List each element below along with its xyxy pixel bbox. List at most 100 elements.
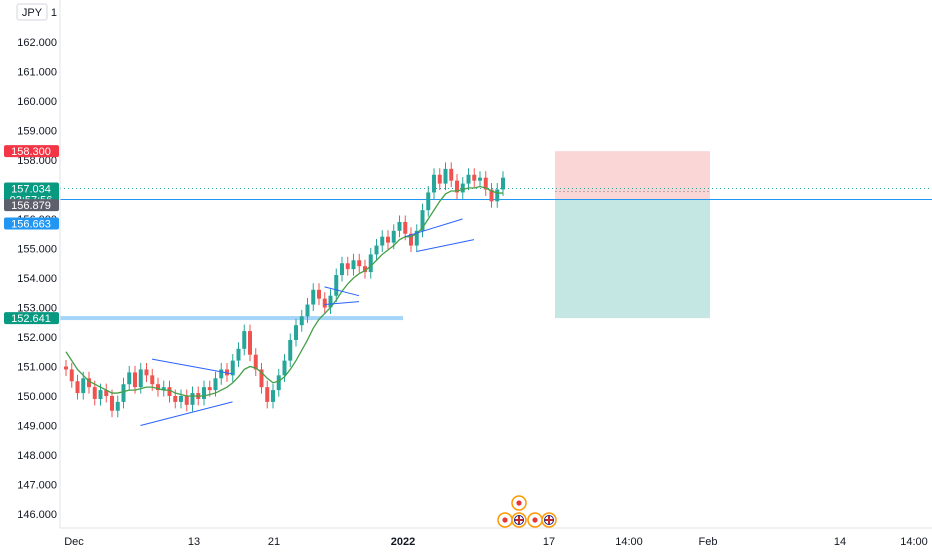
candle-body bbox=[380, 236, 385, 246]
x-tick-label: 14 bbox=[834, 536, 846, 548]
candle-body bbox=[202, 387, 206, 399]
stop-loss-tag-bg bbox=[4, 145, 59, 158]
candle-body bbox=[69, 369, 74, 382]
candle-body bbox=[64, 366, 68, 370]
symbol-label: JPY bbox=[16, 3, 48, 21]
candle-body bbox=[437, 174, 442, 184]
ma-tag-bg bbox=[4, 199, 59, 212]
candle-body bbox=[403, 221, 408, 234]
candle-body bbox=[161, 387, 166, 391]
y-tick-label: 146.000 bbox=[17, 509, 57, 521]
candle-body bbox=[409, 233, 413, 246]
candle-body bbox=[483, 177, 488, 190]
candle-body bbox=[144, 369, 149, 376]
candle-body bbox=[150, 375, 155, 385]
y-tick-label: 155.000 bbox=[17, 244, 57, 256]
x-tick-label: 13 bbox=[188, 536, 200, 548]
candle-body bbox=[420, 210, 425, 231]
y-tick-label: 150.000 bbox=[17, 391, 57, 403]
candle-body bbox=[213, 378, 218, 391]
candle-body bbox=[466, 174, 471, 184]
candle-body bbox=[190, 393, 195, 405]
support-zone-line bbox=[60, 316, 403, 321]
y-tick-label: 149.000 bbox=[17, 421, 57, 433]
moving-average bbox=[65, 185, 503, 397]
candle-body bbox=[104, 390, 109, 396]
pattern-line-channel bbox=[404, 218, 463, 238]
pattern-drawings[interactable] bbox=[140, 218, 475, 426]
y-tick-label: 151.000 bbox=[17, 362, 57, 374]
candle-body bbox=[236, 348, 241, 361]
x-axis[interactable]: Dec 13 21 2022 17 14:00 Feb 14 14:00 bbox=[60, 527, 932, 548]
candle-body bbox=[271, 390, 275, 402]
candle-body bbox=[501, 177, 505, 190]
x-tick-label: 21 bbox=[268, 536, 280, 548]
y-tick-label: 159.000 bbox=[17, 126, 57, 138]
candle-body bbox=[87, 378, 91, 388]
candle-body bbox=[92, 387, 97, 399]
x-tick-label: Dec bbox=[64, 536, 84, 548]
ma-tag: 156.879 bbox=[11, 200, 51, 212]
candle-body bbox=[167, 387, 172, 396]
candle-body bbox=[299, 316, 304, 326]
y-tick-label: 147.000 bbox=[17, 480, 57, 492]
x-tick-label: Feb bbox=[699, 536, 718, 548]
candle-body bbox=[391, 230, 396, 243]
y-axis[interactable]: 146.000 147.000 148.000 149.000 150.000 151.0… bbox=[17, 0, 61, 528]
candles bbox=[64, 162, 505, 418]
candle-body bbox=[179, 396, 183, 402]
candle-body bbox=[127, 372, 132, 385]
pattern-line-triangle bbox=[140, 401, 233, 426]
position-zones[interactable] bbox=[555, 151, 710, 319]
uk-flag-ring bbox=[514, 515, 524, 525]
x-tick-label: 2022 bbox=[391, 536, 415, 548]
candle-body bbox=[414, 230, 419, 246]
stop-loss-tag: 158.300 bbox=[11, 146, 51, 158]
candle-body bbox=[363, 266, 367, 273]
candle-body bbox=[242, 331, 247, 349]
candle-body bbox=[368, 254, 373, 273]
current-price-tag: 157.034 bbox=[11, 183, 51, 195]
candle-body bbox=[288, 339, 293, 361]
y-tick-label: 148.000 bbox=[17, 450, 57, 462]
candle-body bbox=[397, 221, 402, 231]
candle-body bbox=[305, 304, 310, 317]
candle-body bbox=[345, 263, 350, 270]
candle-body bbox=[374, 245, 379, 255]
candle-body bbox=[259, 369, 264, 388]
moving-average-line bbox=[65, 185, 503, 397]
candle-body bbox=[478, 177, 482, 181]
price-tags: 158.300157.03403:57:56156.879156.663152.… bbox=[4, 145, 59, 325]
candle-body bbox=[495, 189, 500, 202]
jp-flag-dot bbox=[502, 517, 508, 523]
x-tick-label: 14:00 bbox=[615, 536, 643, 548]
x-tick-label: 17 bbox=[543, 536, 555, 548]
pattern-line-channel bbox=[416, 239, 475, 252]
candle-body bbox=[75, 381, 80, 394]
candle-body bbox=[219, 369, 224, 379]
candle-body bbox=[426, 192, 431, 211]
candle-body bbox=[334, 275, 339, 296]
candle-body bbox=[265, 387, 270, 402]
candle-body bbox=[340, 263, 344, 276]
candle-body bbox=[472, 174, 477, 181]
entry-tag-bg bbox=[4, 217, 59, 230]
jp-flag-dot bbox=[532, 517, 538, 523]
candle-body bbox=[248, 331, 252, 355]
uk-flag-ring bbox=[544, 515, 554, 525]
candle-body bbox=[351, 260, 356, 270]
candle-body bbox=[133, 372, 137, 388]
candle-body bbox=[489, 189, 494, 202]
candle-body bbox=[460, 183, 465, 193]
candle-body bbox=[98, 390, 103, 399]
candle-body bbox=[110, 396, 114, 411]
economic-events[interactable] bbox=[497, 495, 557, 528]
take-profit-tag: 152.641 bbox=[11, 313, 51, 325]
candle-body bbox=[115, 401, 120, 411]
candle-body bbox=[81, 378, 86, 394]
x-tick-label: 14:00 bbox=[900, 536, 928, 548]
jp-flag-dot bbox=[516, 500, 522, 506]
candle-body bbox=[455, 180, 459, 193]
